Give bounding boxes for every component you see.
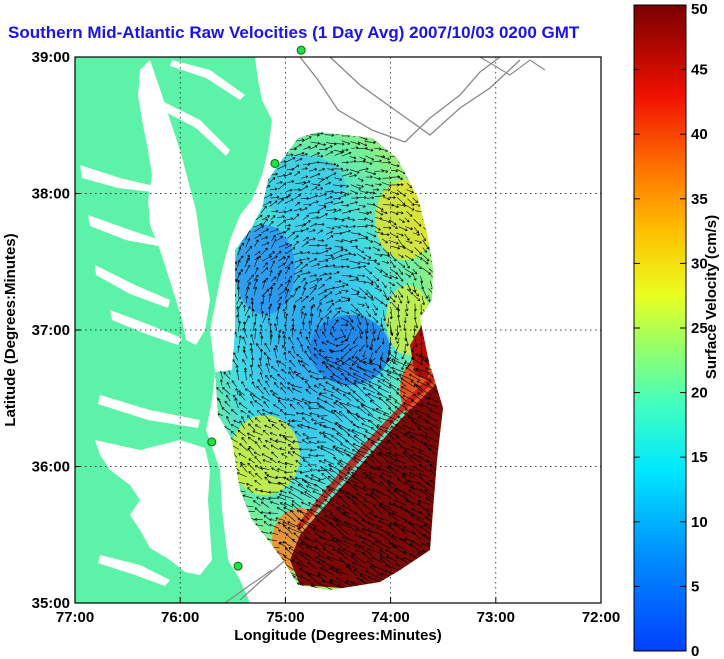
- colorbar-tick-label: 20: [691, 385, 708, 402]
- chesapeake-bay: [138, 60, 210, 345]
- map-title: Southern Mid-Atlantic Raw Velocities (1 …: [8, 23, 580, 42]
- pamlico-sound: [95, 440, 212, 575]
- colorbar: 0 5 10 15 20 25 30 35 40 45 50 Surface Velocity (c…: [633, 1, 720, 659]
- y-tick-label: 38:00: [32, 186, 70, 203]
- colorbar-tick-label: 30: [691, 255, 708, 272]
- x-tick-label: 72:00: [582, 609, 620, 626]
- x-tick-label: 74:00: [371, 609, 409, 626]
- colorbar-tick-label: 45: [691, 62, 708, 79]
- x-tick-label: 76:00: [161, 609, 199, 626]
- colorbar-tick-label: 0: [691, 643, 699, 659]
- y-tick-label: 39:00: [32, 49, 70, 66]
- map-grid: [75, 57, 601, 603]
- bathymetry-contour: [299, 57, 501, 143]
- colorbar-tick-label: 15: [691, 449, 708, 466]
- radar-station-marker: [207, 437, 217, 447]
- colorbar-tick-label: 35: [691, 191, 708, 208]
- radar-station-marker: [296, 45, 306, 55]
- colorbar-tick-label: 5: [691, 578, 699, 595]
- colorbar-tick-label: 10: [691, 514, 708, 531]
- radar-station-marker: [270, 158, 280, 168]
- x-tick-label: 73:00: [477, 609, 515, 626]
- y-tick-label: 35:00: [32, 595, 70, 612]
- colorbar-scale: [633, 4, 687, 652]
- x-tick-label: 75:00: [266, 609, 304, 626]
- y-axis-label: Latitude (Degrees:Minutes): [2, 233, 19, 426]
- y-tick-label: 36:00: [32, 459, 70, 476]
- colorbar-label: Surface Velocity (cm/s): [703, 215, 720, 379]
- colorbar-tick-label: 25: [691, 320, 708, 337]
- y-tick-label: 37:00: [32, 322, 70, 339]
- x-tick-label: 77:00: [56, 609, 94, 626]
- radar-station-marker: [233, 561, 243, 571]
- x-axis-label: Longitude (Degrees:Minutes): [234, 627, 442, 644]
- colorbar-tick-label: 40: [691, 126, 708, 143]
- colorbar-tick-label: 50: [691, 1, 708, 18]
